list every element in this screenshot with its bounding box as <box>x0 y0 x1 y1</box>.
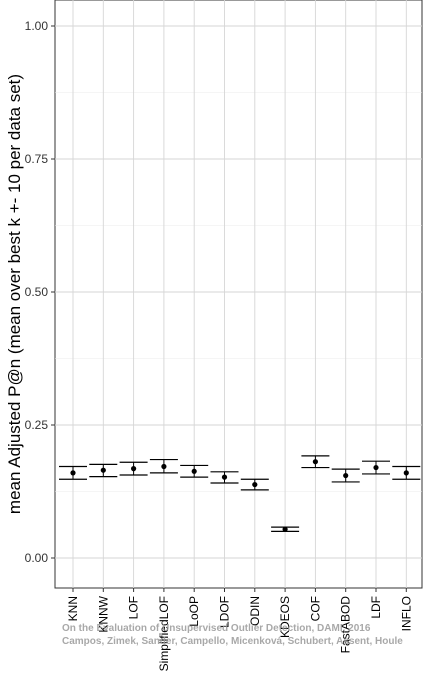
x-tick-label-1: KNNW <box>96 595 110 632</box>
x-tick-label-7: KDEOS <box>278 596 292 638</box>
plot-panel <box>54 0 423 589</box>
x-tick-label-3: SimplifiedLOF <box>157 596 171 671</box>
watermark: On the Evaluation of Unsupervised Outlie… <box>62 623 403 647</box>
point-10 <box>373 464 379 471</box>
point-6 <box>252 481 258 488</box>
x-tick-label-8: COF <box>308 596 322 621</box>
x-tick-label-10: LDF <box>369 596 383 619</box>
point-11 <box>403 470 409 476</box>
x-tick-label-0: KNN <box>66 596 80 621</box>
x-tick-label-11: INFLO <box>399 596 413 631</box>
point-8 <box>312 459 318 465</box>
y-tick-label-1: 0.25 <box>25 418 49 432</box>
x-tick-label-6: ODIN <box>248 596 262 626</box>
point-0 <box>70 470 76 476</box>
point-7 <box>282 526 288 532</box>
y-axis-label: mean Adjusted P@n (mean over best k +- 1… <box>5 74 24 514</box>
x-axis: KNN KNNW LOF SimplifiedLOF LoOP LDOF ODIN KDEOS… <box>66 588 413 671</box>
y-tick-label-2: 0.50 <box>25 285 49 299</box>
error-bar-marks <box>59 455 421 533</box>
watermark-line-1: On the Evaluation of Unsupervised Outlie… <box>62 623 371 634</box>
watermark-line-2: Campos, Zimek, Sander, Campello, Micenko… <box>62 636 403 647</box>
y-tick-label-0: 0.00 <box>25 551 49 565</box>
x-tick-label-4: LoOP <box>187 596 201 627</box>
gridlines <box>55 0 422 588</box>
x-tick-label-9: FastABOD <box>339 596 353 654</box>
y-tick-label-3: 0.75 <box>25 152 49 166</box>
y-tick-label-4: 1.00 <box>25 19 49 33</box>
x-tick-label-5: LDOF <box>218 596 232 628</box>
point-5 <box>221 474 228 480</box>
point-3 <box>161 463 167 470</box>
point-4 <box>191 468 197 474</box>
point-1 <box>100 467 106 473</box>
point-2 <box>131 466 137 472</box>
x-tick-label-2: LOF <box>127 596 141 619</box>
y-axis: 0.00 0.25 0.50 0.75 1.00 <box>25 19 55 565</box>
point-9 <box>343 472 349 479</box>
